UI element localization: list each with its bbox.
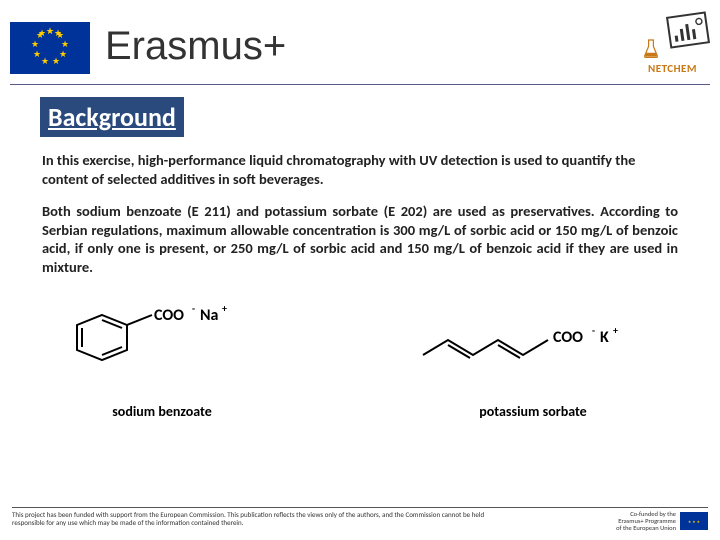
svg-text:-: -	[592, 324, 595, 337]
svg-text:COO: COO	[154, 306, 184, 325]
footer-eu-flag-icon: ⋆⋆⋆	[680, 512, 708, 530]
potassium-sorbate-label: potassium sorbate	[418, 403, 648, 420]
sodium-benzoate-structure: COO - Na +	[72, 300, 252, 380]
svg-text:+: +	[222, 302, 227, 315]
flask-icon	[643, 38, 659, 58]
cofunded-line3: of the European Union	[616, 525, 676, 532]
svg-text:K: K	[600, 328, 609, 347]
svg-text:+: +	[613, 324, 618, 337]
footer: This project has been funded with suppor…	[12, 507, 708, 532]
sodium-benzoate-label: sodium benzoate	[72, 403, 252, 420]
header-bar: ★ ★ ★ ★ ★ ★ ★ ★ ★ ★ ★ ★ Erasmus+	[10, 0, 710, 85]
footer-disclaimer: This project has been funded with suppor…	[12, 511, 492, 528]
svg-text:COO: COO	[553, 328, 583, 347]
svg-text:-: -	[192, 302, 195, 315]
footer-cofunded-logo: Co-funded by the Erasmus+ Programme of t…	[616, 511, 708, 532]
paragraph-2: Both sodium benzoate (E 211) and potassi…	[42, 202, 678, 276]
potassium-sorbate-block: COO - K + potassium sorbate	[418, 310, 648, 420]
section-title: Background	[40, 97, 184, 137]
paragraph-1: In this exercise, high-performance liqui…	[42, 151, 678, 188]
eu-flag-logo: ★ ★ ★ ★ ★ ★ ★ ★ ★ ★ ★ ★	[10, 22, 90, 74]
sodium-benzoate-block: COO - Na + sodium benzoate	[72, 300, 252, 420]
chemical-structures-row: COO - Na + sodium benzoate COO - K + pot…	[42, 300, 678, 420]
potassium-sorbate-structure: COO - K +	[418, 310, 648, 380]
netchem-logo: NETCHEM	[635, 12, 710, 82]
netchem-text: NETCHEM	[635, 62, 710, 75]
erasmus-logo-text: Erasmus+	[105, 24, 286, 69]
device-icon	[666, 11, 710, 48]
content-area: In this exercise, high-performance liqui…	[42, 151, 678, 420]
svg-text:Na: Na	[200, 306, 219, 325]
